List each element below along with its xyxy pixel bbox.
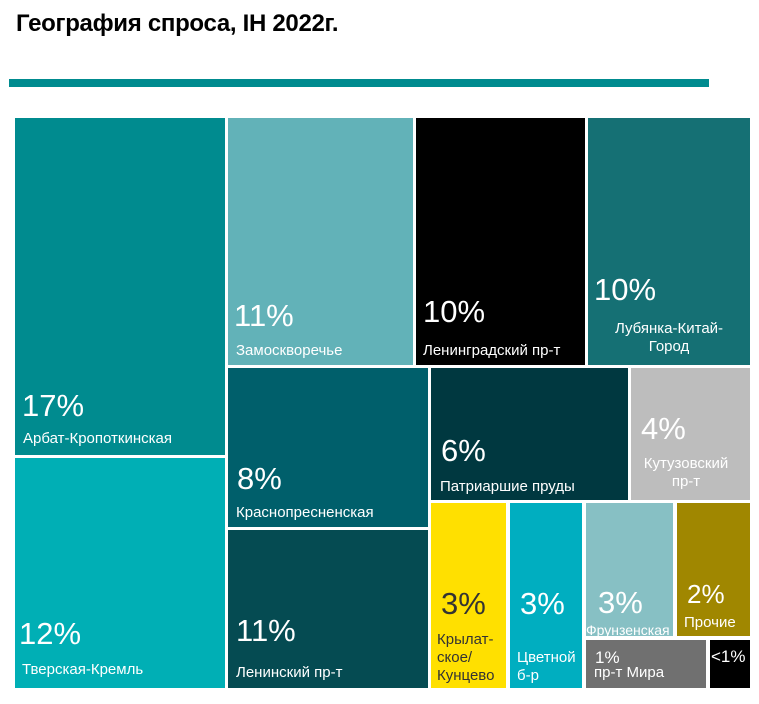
treemap-tile[interactable]: 3% Крылат-ское/Кунцево	[431, 503, 506, 688]
title-divider	[9, 79, 709, 87]
tile-percent: 8%	[237, 461, 282, 496]
tile-label: Прочие	[684, 614, 736, 631]
tile-percent: 6%	[441, 433, 486, 468]
treemap-tile[interactable]: 8% Краснопресненская	[228, 368, 428, 527]
tile-label: Патриаршие пруды	[440, 478, 575, 495]
tile-percent: <1%	[711, 647, 746, 666]
treemap-tile[interactable]: 4% Кутузовский пр-т	[631, 368, 750, 500]
treemap-tile[interactable]: 3% Цветной б-р	[510, 503, 582, 688]
tile-percent: 2%	[687, 579, 725, 609]
treemap-tile[interactable]: <1%	[710, 640, 750, 688]
tile-label: Краснопресненская	[236, 504, 374, 521]
tile-percent: 17%	[22, 388, 85, 423]
treemap-tile[interactable]: 3% Фрунзенская	[586, 503, 673, 636]
tile-label: Замоскворечье	[236, 342, 343, 359]
tile-percent: 4%	[641, 411, 686, 446]
tile-percent: 3%	[441, 586, 486, 621]
treemap-tile[interactable]: 17% Арбат-Кропоткинская	[15, 118, 225, 455]
tile-percent: 11%	[236, 613, 296, 648]
tile-label: Арбат-Кропоткинская	[23, 430, 172, 447]
treemap-tile[interactable]: 12% Тверская-Кремль	[15, 458, 225, 688]
tile-label: Тверская-Кремль	[22, 661, 144, 678]
tile-label: Крылат-ское/Кунцево	[437, 631, 495, 684]
chart-title: География спроса, IH 2022г.	[16, 10, 339, 37]
tile-percent: 3%	[598, 585, 643, 620]
treemap-tile[interactable]: 6% Патриаршие пруды	[431, 368, 628, 500]
treemap-tile[interactable]: 10% Ленинградский пр-т	[416, 118, 585, 365]
tile-percent: 12%	[19, 616, 82, 651]
tile-label: Ленинградский пр-т	[423, 342, 561, 359]
tile-percent: 10%	[423, 294, 486, 329]
treemap-tile[interactable]: 10% Лубянка-Китай- Город	[588, 118, 750, 365]
tile-percent: 1%	[595, 648, 620, 667]
tile-percent: 10%	[594, 272, 657, 307]
tile-label: Фрунзенская	[586, 622, 670, 636]
treemap-tile[interactable]: 11% Ленинский пр-т	[228, 530, 428, 688]
treemap-tile[interactable]: 2% Прочие	[677, 503, 750, 636]
tile-label: Цветной б-р	[517, 649, 576, 684]
tile-label: Ленинский пр-т	[236, 664, 343, 681]
tile-percent: 11%	[234, 298, 294, 333]
treemap-tile[interactable]: 1% пр-т Мира	[586, 640, 706, 688]
tile-label: Лубянка-Китай- Город	[614, 320, 724, 355]
treemap-tile[interactable]: 11% Замоскворечье	[228, 118, 413, 365]
tile-percent: 3%	[520, 586, 565, 621]
tile-label: Кутузовский пр-т	[643, 455, 729, 490]
tile-label: пр-т Мира	[594, 664, 665, 681]
